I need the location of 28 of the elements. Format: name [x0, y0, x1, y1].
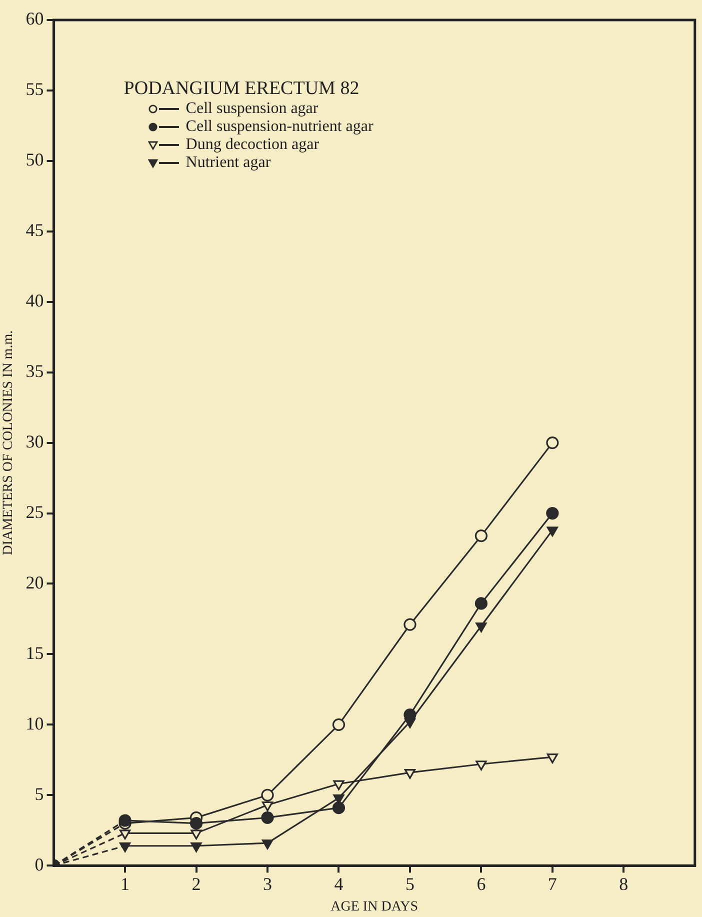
legend-label: Nutrient agar [186, 154, 271, 172]
y-tick-label: 55 [26, 79, 44, 100]
y-tick-label: 5 [34, 784, 44, 804]
legend-label: Cell suspension-nutrient agar [186, 118, 374, 136]
x-tick-label: 8 [619, 874, 628, 894]
y-tick-label: 20 [26, 572, 44, 592]
legend-title: PODANGIUM ERECTUM 82 [124, 78, 360, 100]
y-tick-label: 15 [26, 642, 44, 663]
y-tick-label: 50 [26, 150, 44, 170]
x-tick-label: 3 [263, 874, 272, 894]
y-axis-title: DIAMETERS OF COLONIES IN m.m. [1, 330, 16, 556]
y-tick-label: 25 [26, 502, 44, 522]
x-tick-label: 7 [548, 874, 557, 894]
x-tick-label: 2 [192, 874, 201, 894]
y-tick-label: 40 [26, 290, 44, 311]
x-tick-label: 6 [476, 874, 486, 894]
legend-label: Cell suspension agar [186, 100, 318, 118]
y-tick-label: 60 [26, 8, 44, 29]
y-tick-label: 0 [34, 854, 44, 874]
legend-label: Dung decoction agar [186, 136, 320, 154]
y-tick-label: 35 [26, 361, 44, 382]
x-tick-label: 5 [405, 874, 414, 894]
y-tick-label: 30 [26, 432, 44, 452]
x-tick-label: 1 [120, 874, 130, 894]
y-tick-label: 10 [26, 713, 44, 734]
x-tick-label: 4 [334, 874, 344, 894]
y-tick-label: 45 [26, 220, 44, 240]
x-axis-title: AGE IN DAYS [330, 899, 418, 914]
